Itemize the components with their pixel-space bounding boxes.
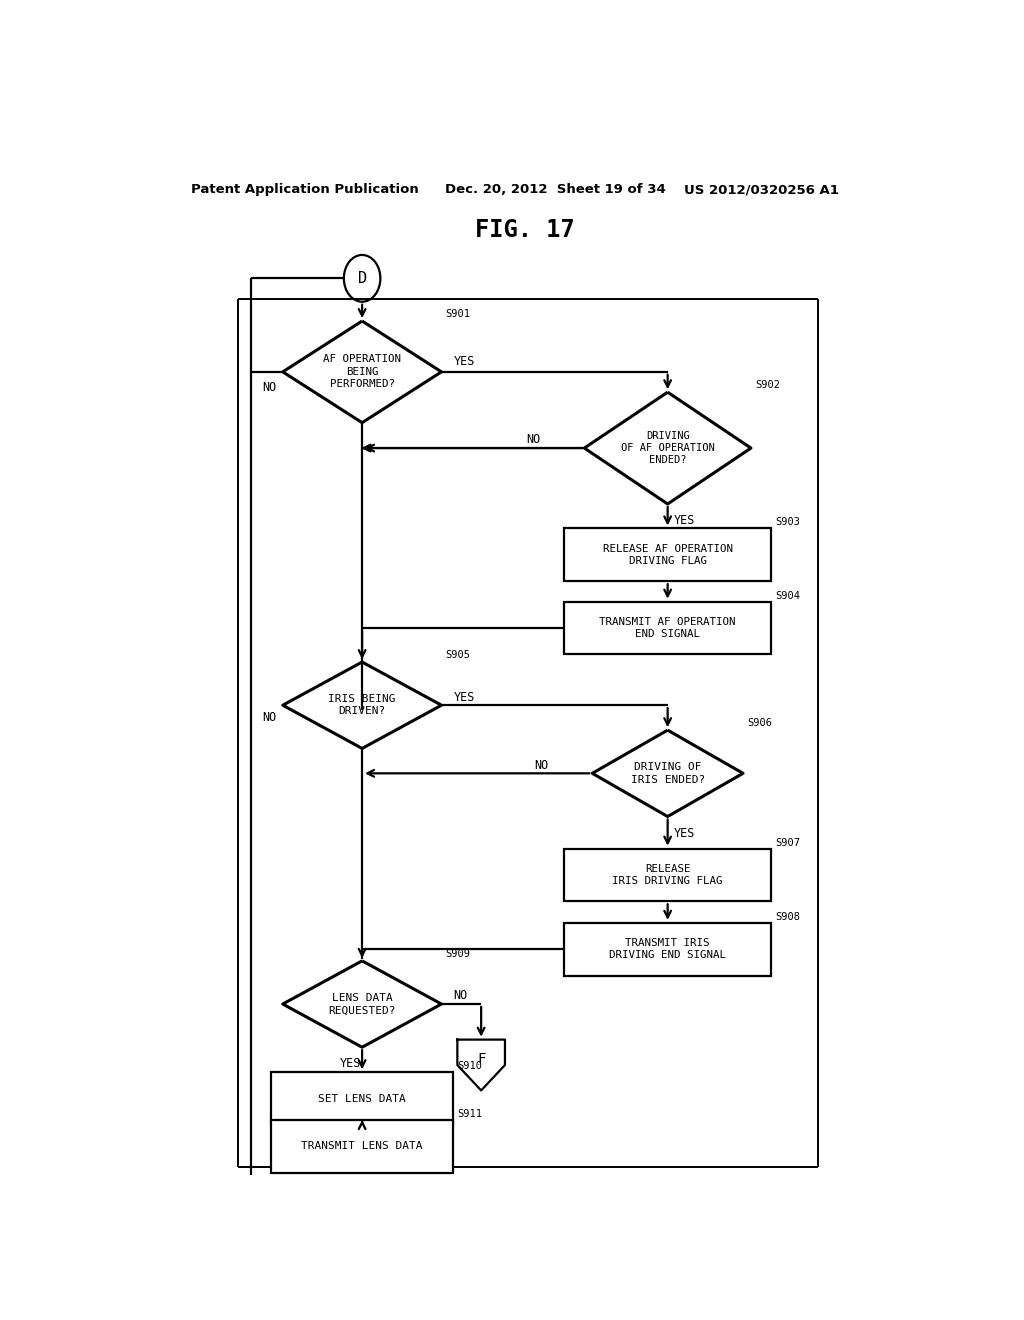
Text: TRANSMIT AF OPERATION
END SIGNAL: TRANSMIT AF OPERATION END SIGNAL xyxy=(599,616,736,639)
Text: TRANSMIT LENS DATA: TRANSMIT LENS DATA xyxy=(301,1142,423,1151)
Bar xyxy=(564,923,771,975)
Text: NO: NO xyxy=(526,433,541,446)
Text: YES: YES xyxy=(340,1057,360,1071)
Text: YES: YES xyxy=(454,355,475,368)
Text: YES: YES xyxy=(674,515,695,527)
Text: TRANSMIT IRIS
DRIVING END SIGNAL: TRANSMIT IRIS DRIVING END SIGNAL xyxy=(609,939,726,961)
Text: S905: S905 xyxy=(445,649,470,660)
Text: Dec. 20, 2012  Sheet 19 of 34: Dec. 20, 2012 Sheet 19 of 34 xyxy=(445,183,667,197)
Bar xyxy=(270,1119,454,1172)
Text: IRIS BEING
DRIVEN?: IRIS BEING DRIVEN? xyxy=(329,694,396,717)
Text: RELEASE
IRIS DRIVING FLAG: RELEASE IRIS DRIVING FLAG xyxy=(612,863,723,886)
Bar xyxy=(564,849,771,902)
Text: D: D xyxy=(357,271,367,286)
Text: DRIVING
OF AF OPERATION
ENDED?: DRIVING OF AF OPERATION ENDED? xyxy=(621,430,715,466)
Text: Patent Application Publication: Patent Application Publication xyxy=(191,183,419,197)
Text: US 2012/0320256 A1: US 2012/0320256 A1 xyxy=(684,183,839,197)
Text: S906: S906 xyxy=(748,718,772,729)
Text: S911: S911 xyxy=(458,1109,482,1119)
Text: YES: YES xyxy=(454,690,475,704)
Text: S909: S909 xyxy=(445,949,470,958)
Text: NO: NO xyxy=(535,759,549,772)
Bar xyxy=(564,528,771,581)
Text: S907: S907 xyxy=(775,837,800,847)
Text: S910: S910 xyxy=(458,1061,482,1071)
Bar xyxy=(564,602,771,655)
Text: YES: YES xyxy=(674,826,695,840)
Text: NO: NO xyxy=(262,711,276,723)
Text: LENS DATA
REQUESTED?: LENS DATA REQUESTED? xyxy=(329,993,396,1015)
Text: S908: S908 xyxy=(775,912,800,921)
Text: S902: S902 xyxy=(755,380,780,391)
Text: S904: S904 xyxy=(775,590,800,601)
Text: F: F xyxy=(477,1052,485,1067)
Text: NO: NO xyxy=(262,380,276,393)
Text: FIG. 17: FIG. 17 xyxy=(475,218,574,242)
Text: S903: S903 xyxy=(775,517,800,528)
Text: AF OPERATION
BEING
PERFORMED?: AF OPERATION BEING PERFORMED? xyxy=(324,355,401,389)
Text: RELEASE AF OPERATION
DRIVING FLAG: RELEASE AF OPERATION DRIVING FLAG xyxy=(603,544,732,566)
Bar xyxy=(270,1072,454,1125)
Text: SET LENS DATA: SET LENS DATA xyxy=(318,1093,406,1104)
Text: S901: S901 xyxy=(445,309,470,319)
Text: NO: NO xyxy=(454,990,468,1002)
Text: DRIVING OF
IRIS ENDED?: DRIVING OF IRIS ENDED? xyxy=(631,762,705,784)
